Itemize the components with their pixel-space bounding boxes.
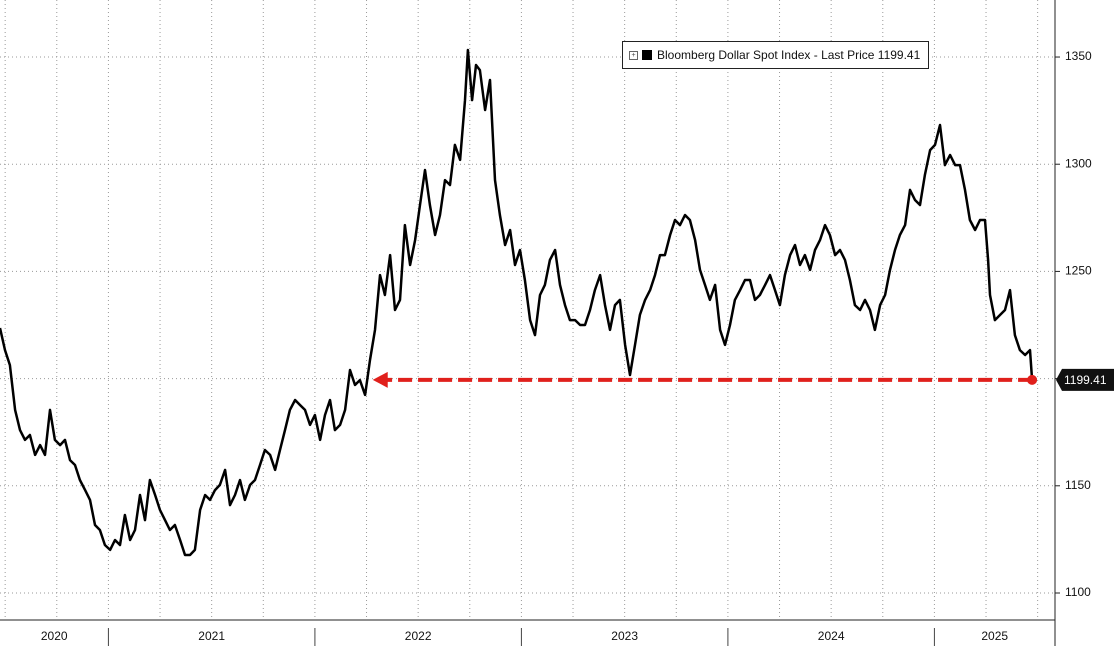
legend-label: Bloomberg Dollar Spot Index - Last Price — [657, 48, 875, 62]
last-price-label: 1199.41 — [1064, 373, 1107, 387]
y-tick-label: 1100 — [1065, 585, 1091, 599]
arrow-head — [372, 371, 388, 388]
y-tick-label: 1300 — [1065, 156, 1092, 170]
last-point — [1027, 374, 1038, 385]
last-price-tag — [1056, 368, 1114, 391]
legend-swatch — [642, 50, 652, 60]
x-tick-label: 2024 — [818, 629, 845, 643]
y-tick-label: 1250 — [1065, 264, 1092, 278]
x-tick-label: 2025 — [981, 629, 1008, 643]
y-tick-label: 1150 — [1065, 478, 1091, 492]
legend-toggle-icon: + — [629, 50, 638, 60]
x-tick-label: 2022 — [405, 629, 432, 643]
y-tick-label: 1350 — [1065, 49, 1092, 63]
x-tick-label: 2020 — [41, 629, 68, 643]
x-tick-label: 2021 — [198, 629, 225, 643]
price-line — [0, 48, 1034, 557]
legend-last-value: 1199.41 — [877, 48, 921, 62]
x-tick-label: 2023 — [611, 629, 638, 643]
legend: + Bloomberg Dollar Spot Index - Last Pri… — [622, 41, 930, 69]
